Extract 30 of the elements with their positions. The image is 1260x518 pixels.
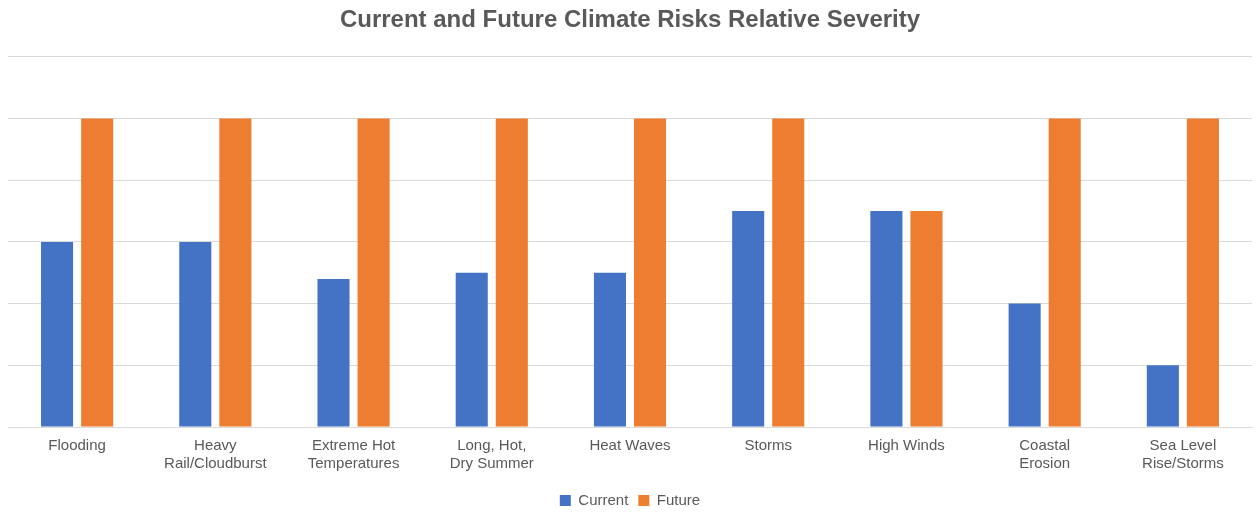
bar [455,272,488,427]
x-tick-label: High Winds [868,436,945,454]
bar [1008,303,1041,427]
bar [1146,365,1179,427]
x-tick-label: Heavy Rail/Cloudburst [164,436,268,472]
bar [870,211,903,427]
x-tick-label: Heat Waves [589,436,671,454]
bar [81,118,114,427]
bar [1186,118,1219,427]
x-tick-label: Coastal Erosion [1019,436,1071,472]
bar [593,272,626,427]
legend-label: Future [656,490,701,508]
bar [910,211,943,427]
x-tick-label: Storms [744,436,792,454]
legend-label: Current [578,490,630,508]
bar [219,118,252,427]
x-tick-label: Flooding [48,436,106,454]
bar [1048,118,1081,427]
x-tick-label: Sea Level Rise/Storms [1142,436,1224,472]
bar [495,118,528,427]
x-tick-label: Long, Hot, Dry Summer [449,436,534,472]
x-tick-label: Extreme Hot Temperatures [307,436,400,472]
bar [179,241,212,427]
bar [634,118,667,427]
bar [41,241,74,427]
chart-title: Current and Future Climate Risks Relative Severity [339,5,921,33]
bar [772,118,805,427]
bar [732,211,765,427]
bar [317,278,350,427]
bar [357,118,390,427]
